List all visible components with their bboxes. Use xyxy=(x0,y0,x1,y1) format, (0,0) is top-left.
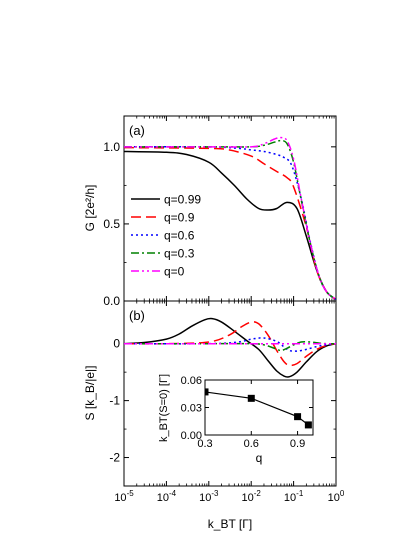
panel-a-ticks: 0.0 0.5 1.0 xyxy=(103,116,337,308)
y-tick-label: 0 xyxy=(113,337,120,351)
series-line-b-0 xyxy=(124,317,336,378)
inset-ylabel: k_BT(S=0) [Γ] xyxy=(158,374,170,442)
inset-ticks: 0.3 0.6 0.9 0.00 0.03 0.06 xyxy=(181,375,313,450)
x-tick-label: 10-4 xyxy=(157,489,177,504)
x-tick-label: 10-2 xyxy=(242,489,262,504)
panel-b-frame xyxy=(123,300,337,487)
y-tick-label: 0.5 xyxy=(103,217,120,231)
inset-background xyxy=(205,380,313,435)
y-tick-label: -1 xyxy=(109,394,120,408)
legend-label: q=0.6 xyxy=(164,229,195,243)
panel-a: 0.0 0.5 1.0 (a) G [2e²/h] q=0.99 q=0.9 q=0.6… xyxy=(83,115,337,308)
inset-marker xyxy=(304,421,312,429)
panel-b: 10-5 10-4 10-3 10-2 10-1 100 0 -1 -2 (b) S [k_B/… xyxy=(83,300,345,531)
inset-y-tick-label: 0.06 xyxy=(181,375,202,387)
panel-b-ticks: 10-5 10-4 10-3 10-2 10-1 100 0 -1 -2 xyxy=(109,301,345,504)
inset-marker xyxy=(294,413,302,421)
legend: q=0.99 q=0.9 q=0.6 q=0.3 q=0 xyxy=(131,193,201,279)
inset: 0.3 0.6 0.9 0.00 0.03 0.06 q k_BT(S=0) [Γ] xyxy=(158,374,314,465)
legend-label: q=0.3 xyxy=(164,247,195,261)
x-tick-label: 10-1 xyxy=(284,489,304,504)
x-tick-label: 100 xyxy=(328,489,345,504)
x-axis-label: k_BT [Γ] xyxy=(208,517,252,531)
inset-y-tick-label: 0.03 xyxy=(181,403,202,415)
panel-a-frame xyxy=(123,115,337,302)
legend-label: q=0.99 xyxy=(164,193,201,207)
inset-marker xyxy=(205,388,209,396)
y-tick-label: 0.0 xyxy=(103,294,120,308)
panel-a-lines xyxy=(124,136,336,301)
inset-x-tick-label: 0.3 xyxy=(197,438,212,450)
inset-marker xyxy=(247,394,255,402)
panel-b-lines xyxy=(124,317,336,378)
legend-label: q=0.9 xyxy=(164,211,195,225)
inset-line xyxy=(205,391,309,426)
inset-x-tick-label: 0.6 xyxy=(244,438,259,450)
series-line-a-3 xyxy=(124,139,336,301)
y-tick-label: 1.0 xyxy=(103,140,120,154)
y-tick-label: -2 xyxy=(109,451,120,465)
series-line-a-2 xyxy=(124,145,336,301)
panel-b-ylabel: S [k_B/|e|] xyxy=(83,366,97,421)
legend-label: q=0 xyxy=(164,265,185,279)
panel-a-ylabel: G [2e²/h] xyxy=(83,185,97,232)
x-tick-label: 10-5 xyxy=(114,489,134,504)
series-line-a-0 xyxy=(124,150,336,301)
series-line-b-1 xyxy=(124,321,336,367)
x-tick-label: 10-3 xyxy=(199,489,219,504)
series-line-a-1 xyxy=(124,146,336,301)
panel-b-label: (b) xyxy=(129,308,145,323)
inset-lines xyxy=(205,388,312,429)
inset-y-tick-label: 0.00 xyxy=(181,430,202,442)
inset-x-tick-label: 0.9 xyxy=(290,438,305,450)
inset-xlabel: q xyxy=(256,451,263,465)
panel-a-label: (a) xyxy=(129,123,145,138)
series-line-a-4 xyxy=(124,136,336,301)
